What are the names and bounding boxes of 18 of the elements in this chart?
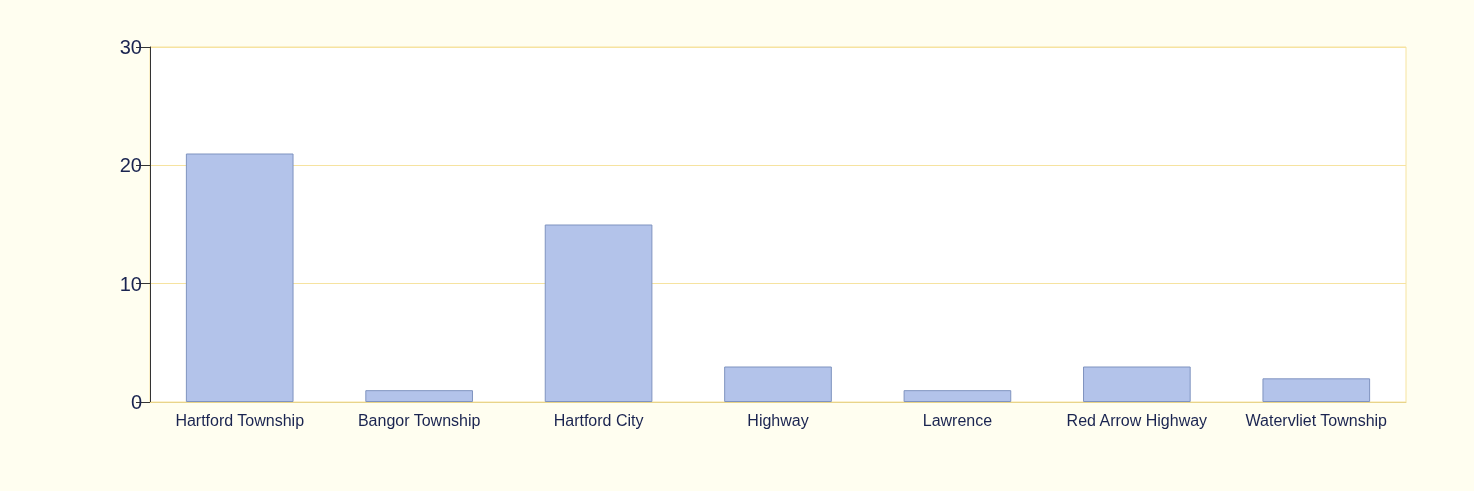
bar bbox=[1083, 366, 1191, 402]
y-tick-label: 30 bbox=[119, 36, 142, 58]
x-tick-label: Lawrence bbox=[922, 411, 993, 429]
bar bbox=[365, 390, 473, 402]
bar bbox=[1262, 378, 1371, 402]
x-tick-label: Hartford Township bbox=[175, 411, 305, 429]
y-tick-label: 0 bbox=[130, 391, 142, 413]
y-tick-label: 20 bbox=[119, 154, 142, 177]
bar bbox=[544, 224, 653, 402]
x-tick-label: Hartford City bbox=[553, 411, 644, 429]
x-tick-label: Watervliet Township bbox=[1245, 411, 1388, 429]
bar bbox=[903, 390, 1012, 402]
bar bbox=[724, 366, 832, 402]
x-tick-label: Bangor Township bbox=[357, 411, 481, 429]
bar bbox=[185, 153, 294, 402]
x-tick-label: Red Arrow Highway bbox=[1066, 411, 1208, 429]
y-tick-label: 10 bbox=[119, 272, 142, 295]
x-tick-label: Highway bbox=[747, 411, 809, 429]
